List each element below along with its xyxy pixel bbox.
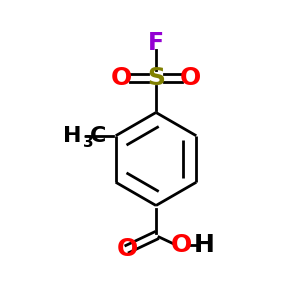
- Text: H: H: [194, 233, 214, 257]
- Text: F: F: [148, 32, 164, 56]
- Text: 3: 3: [83, 135, 93, 150]
- Text: S: S: [147, 66, 165, 90]
- Text: O: O: [180, 66, 201, 90]
- Text: H: H: [63, 126, 81, 146]
- Text: C: C: [90, 126, 106, 146]
- Text: O: O: [171, 233, 192, 257]
- Text: O: O: [117, 237, 138, 261]
- Text: O: O: [111, 66, 132, 90]
